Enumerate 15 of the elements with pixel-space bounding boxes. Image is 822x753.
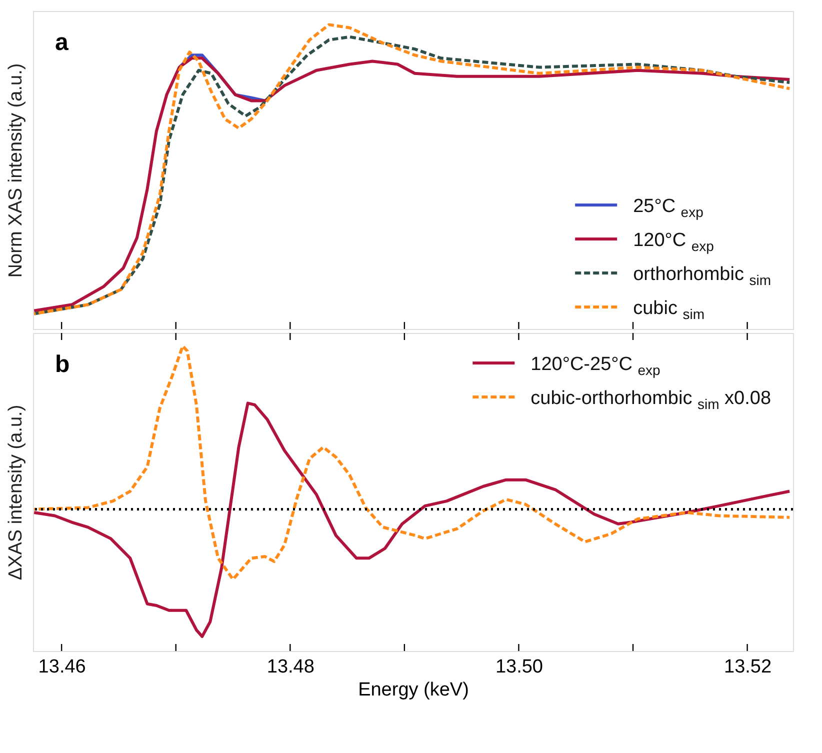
x-tick-label: 13.46 — [38, 656, 86, 678]
legend-label: cubic-orthorhombic sim x0.08 — [530, 388, 772, 412]
legend-label: orthorhombic sim — [633, 264, 772, 288]
y-axis-title: Norm XAS intensity (a.u.) — [6, 63, 26, 278]
x-tick-label: 13.48 — [266, 656, 314, 678]
legend-label: 120°C exp — [633, 230, 714, 254]
annotation: a — [55, 29, 69, 56]
legend-label: 120°C-25°C exp — [530, 354, 661, 378]
y-axis-title: ΔXAS intensity (a.u.) — [6, 404, 26, 580]
x-tick-label: 13.52 — [724, 656, 772, 678]
annotation: b — [55, 351, 70, 378]
x-tick-label: 13.50 — [495, 656, 543, 678]
legend-label: 25°C exp — [633, 196, 704, 220]
x-axis-title: Energy (keV) — [358, 680, 469, 700]
legend-label: cubic sim — [633, 298, 704, 322]
